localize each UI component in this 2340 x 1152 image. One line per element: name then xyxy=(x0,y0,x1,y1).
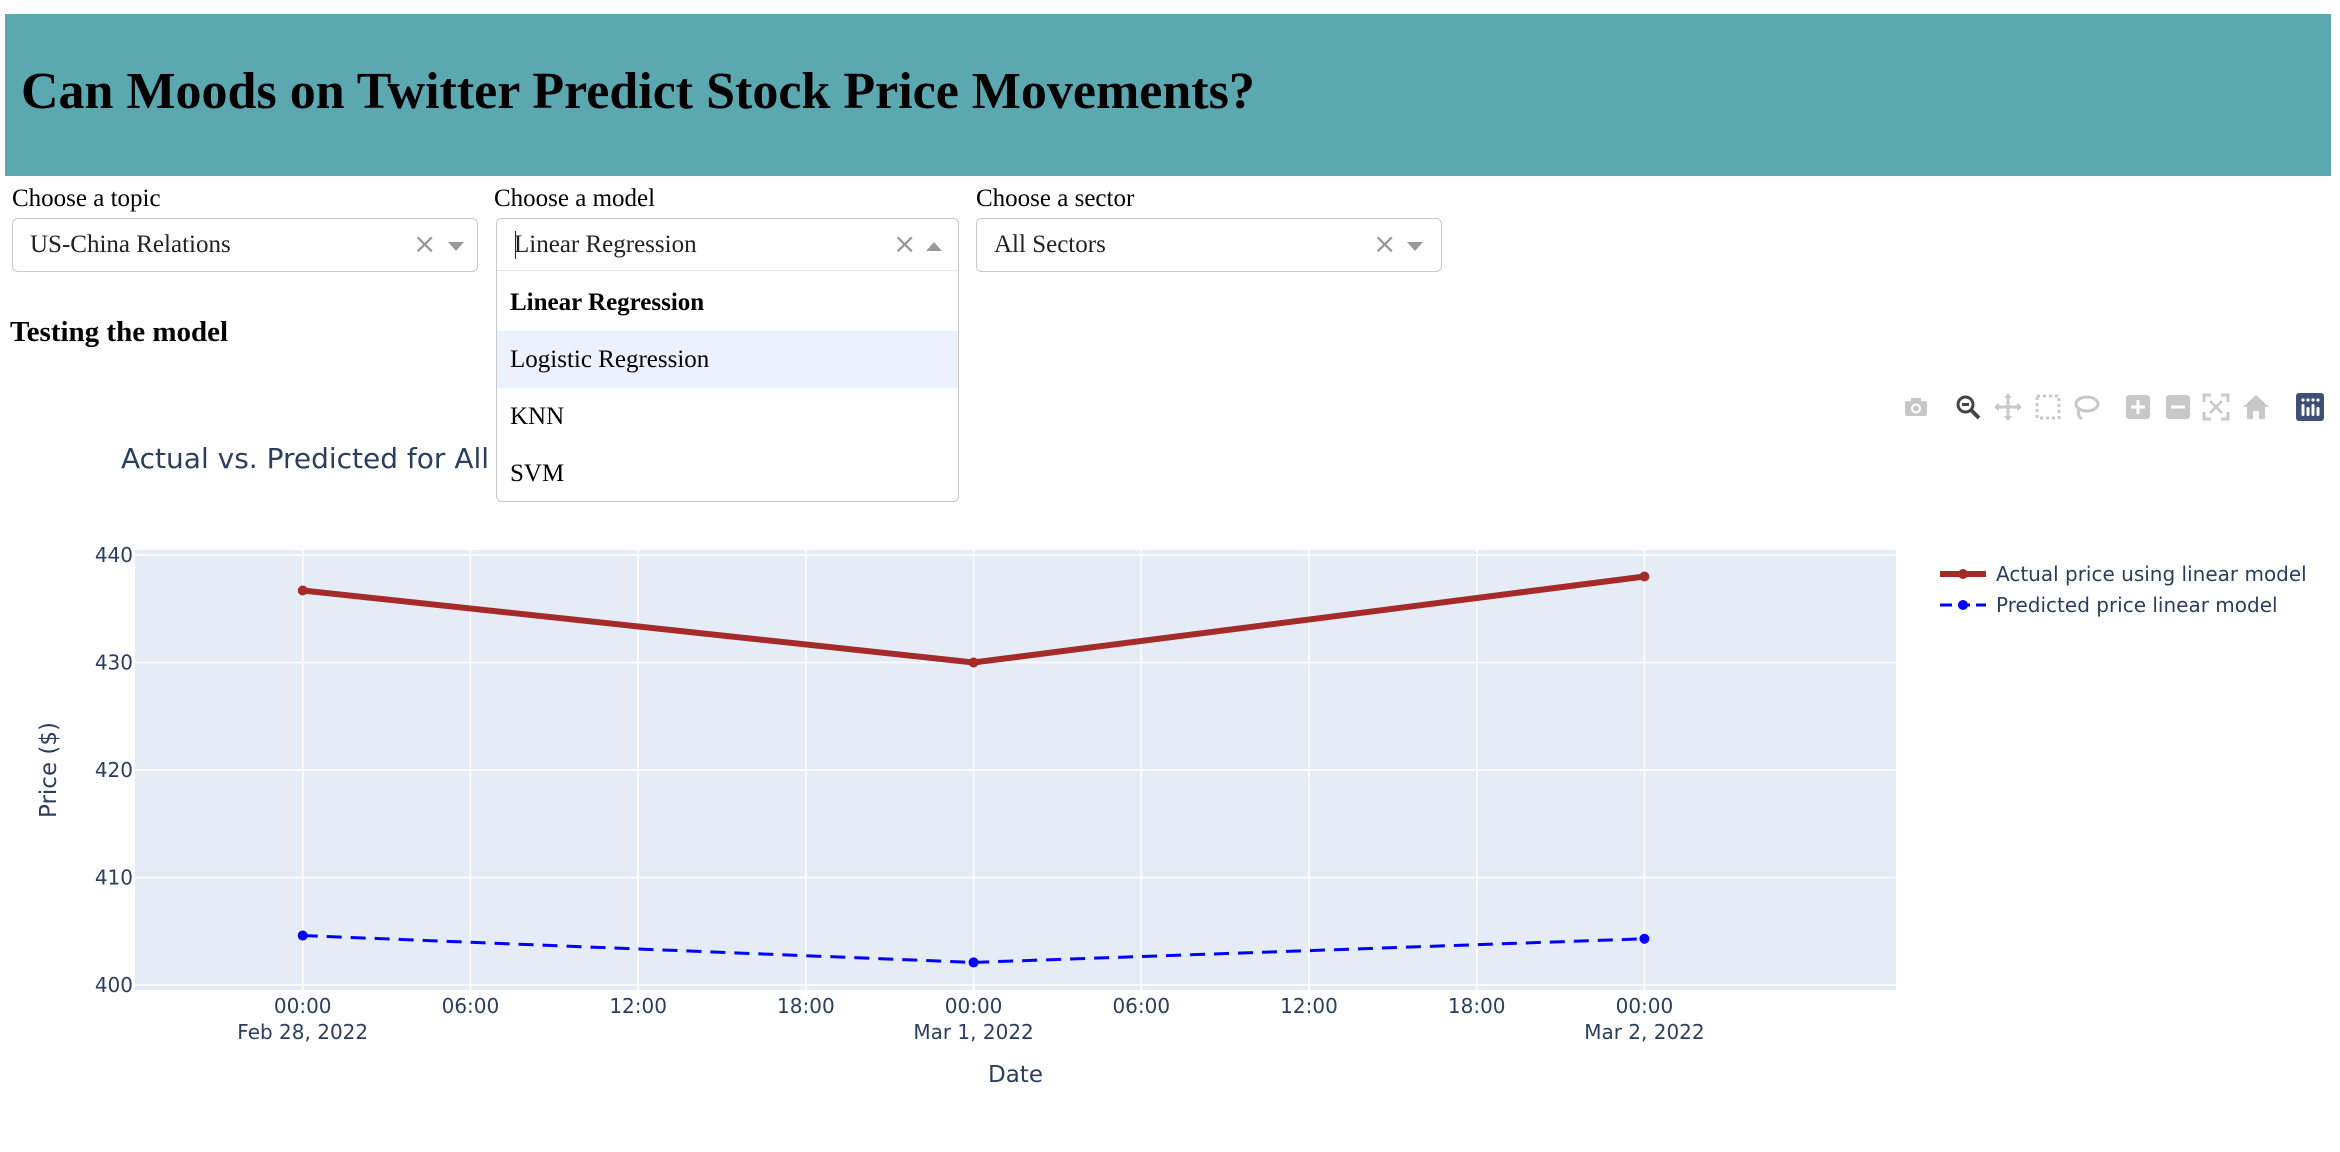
x-tick-label: 00:00 xyxy=(945,994,1003,1018)
chevron-down-icon[interactable] xyxy=(1407,242,1423,251)
topic-value: US-China Relations xyxy=(30,231,231,258)
sector-value: All Sectors xyxy=(994,231,1106,258)
x-tick-date-label: Feb 28, 2022 xyxy=(237,1020,368,1044)
x-tick-date-label: Mar 1, 2022 xyxy=(913,1020,1033,1044)
x-axis-title: Date xyxy=(988,1062,1043,1088)
model-option[interactable]: Linear Regression xyxy=(510,289,705,316)
series-point-2 xyxy=(968,957,979,968)
series-point-1 xyxy=(297,585,308,596)
x-tick-label: 12:00 xyxy=(609,994,667,1018)
x-tick-label: 12:00 xyxy=(1280,994,1338,1018)
model-dropdown-menu: Linear Regression Logistic Regression KN… xyxy=(496,270,959,502)
topic-dropdown[interactable]: US-China Relations × xyxy=(12,218,478,272)
zoom-in-icon[interactable] xyxy=(2123,392,2153,422)
model-value: Linear Regression xyxy=(514,231,697,258)
x-tick-label: 18:00 xyxy=(777,994,835,1018)
series-point-1 xyxy=(968,657,979,668)
x-tick-label: 00:00 xyxy=(1616,994,1674,1018)
plotly-logo-icon[interactable] xyxy=(2295,392,2325,422)
x-tick-label: 00:00 xyxy=(274,994,332,1018)
topic-label: Choose a topic xyxy=(12,185,161,212)
zoom-out-icon[interactable] xyxy=(2163,392,2193,422)
autoscale-icon[interactable] xyxy=(2201,392,2231,422)
x-tick-label: 06:00 xyxy=(1112,994,1170,1018)
x-tick-label: 06:00 xyxy=(442,994,500,1018)
y-tick-label: 420 xyxy=(95,758,133,782)
x-tick-label: 18:00 xyxy=(1448,994,1506,1018)
y-axis-title: Price ($) xyxy=(36,722,62,818)
legend-item-label: Predicted price linear model xyxy=(1996,593,2278,617)
series-point-2 xyxy=(1639,933,1650,944)
y-tick-label: 410 xyxy=(95,866,133,890)
chevron-up-icon[interactable] xyxy=(926,242,942,251)
chevron-down-icon[interactable] xyxy=(448,242,464,251)
x-tick-date-label: Mar 2, 2022 xyxy=(1584,1020,1704,1044)
box-select-icon[interactable] xyxy=(2033,392,2063,422)
model-option[interactable]: SVM xyxy=(510,460,565,487)
series-point-2 xyxy=(297,930,308,941)
sector-label: Choose a sector xyxy=(976,185,1135,212)
text-cursor xyxy=(515,231,516,259)
lasso-icon[interactable] xyxy=(2071,392,2101,422)
y-tick-label: 440 xyxy=(95,543,133,567)
reset-axes-icon[interactable] xyxy=(2241,392,2271,422)
model-option[interactable]: Logistic Regression xyxy=(497,331,958,388)
pan-icon[interactable] xyxy=(1993,392,2023,422)
zoom-icon[interactable] xyxy=(1953,392,1983,422)
header-banner: Can Moods on Twitter Predict Stock Price… xyxy=(5,14,2331,176)
model-option[interactable]: KNN xyxy=(510,403,565,430)
model-dropdown[interactable]: Linear Regression × xyxy=(496,218,959,272)
series-line-2 xyxy=(302,934,1645,964)
series-point-1 xyxy=(1639,571,1650,582)
sector-dropdown[interactable]: All Sectors × xyxy=(976,218,1442,272)
y-tick-label: 430 xyxy=(95,651,133,675)
section-title: Testing the model xyxy=(10,316,229,348)
y-tick-label: 400 xyxy=(95,973,133,997)
clear-icon[interactable]: × xyxy=(1373,227,1397,260)
legend-marker xyxy=(1958,600,1968,610)
camera-icon[interactable] xyxy=(1901,392,1931,422)
chart-title: Actual vs. Predicted for All xyxy=(121,442,489,475)
legend-marker xyxy=(1958,569,1968,579)
page-title: Can Moods on Twitter Predict Stock Price… xyxy=(21,63,1255,120)
clear-icon[interactable]: × xyxy=(413,227,437,260)
clear-icon[interactable]: × xyxy=(893,227,917,260)
legend-item-label: Actual price using linear model xyxy=(1996,562,2307,586)
model-label: Choose a model xyxy=(494,185,656,212)
